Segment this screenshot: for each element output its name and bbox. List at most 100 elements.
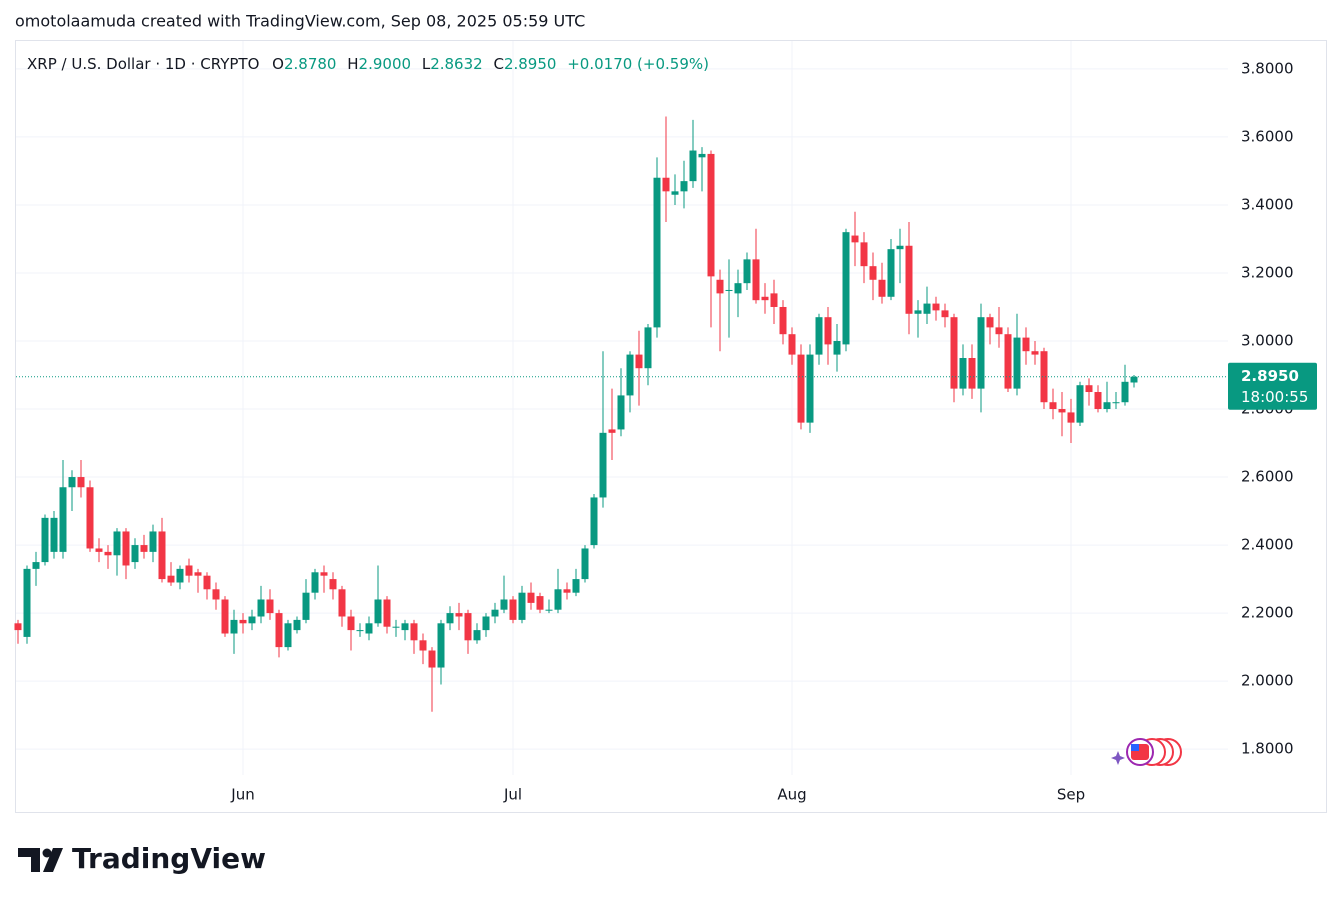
candle-body xyxy=(1058,409,1066,413)
candle-body xyxy=(203,575,211,590)
candle-body xyxy=(707,153,715,277)
candle-body xyxy=(986,317,994,328)
candle-body xyxy=(158,531,166,580)
candle-body xyxy=(347,616,355,631)
candle-body xyxy=(1004,334,1012,389)
candle-body xyxy=(401,623,409,631)
candle-body xyxy=(1121,381,1129,403)
y-tick-label: 3.8000 xyxy=(1241,59,1294,77)
candle-body xyxy=(824,317,832,345)
candle-body xyxy=(491,609,499,617)
candle-body xyxy=(302,592,310,620)
candle-body xyxy=(653,177,661,328)
logo: TradingView xyxy=(18,842,266,875)
candle-body xyxy=(689,150,697,182)
candle-body xyxy=(680,181,688,192)
legend-key: L xyxy=(422,55,431,73)
legend-value: 2.8950 xyxy=(504,55,557,73)
candle-body xyxy=(437,623,445,668)
last-price-box xyxy=(1228,362,1317,410)
candle-body xyxy=(752,259,760,301)
candle-body xyxy=(338,589,346,617)
candle-body xyxy=(356,630,364,632)
logo-mark xyxy=(42,848,52,858)
candle-body xyxy=(1112,402,1120,404)
candle-body xyxy=(851,235,859,243)
candle-body xyxy=(887,249,895,297)
countdown-label: 18:00:55 xyxy=(1241,388,1308,406)
candle-body xyxy=(743,259,751,284)
candle-body xyxy=(725,289,733,291)
candle-body xyxy=(1085,385,1093,393)
candle-body xyxy=(95,548,103,552)
candle-body xyxy=(563,589,571,593)
last-price-label: 2.8950 xyxy=(1241,367,1299,385)
candle-body xyxy=(284,623,292,648)
candle-body xyxy=(77,477,85,488)
y-tick-label: 3.2000 xyxy=(1241,263,1294,281)
candle-body xyxy=(311,572,319,593)
candle-body xyxy=(419,640,427,651)
candle-body xyxy=(1076,385,1084,423)
candle-body xyxy=(842,232,850,345)
candle-body xyxy=(1013,337,1021,389)
flag-canton xyxy=(1131,744,1139,751)
candle-body xyxy=(266,599,274,614)
candle-body xyxy=(968,358,976,389)
candle-body xyxy=(860,242,868,267)
candle-body xyxy=(23,568,31,637)
candle-body xyxy=(509,599,517,620)
candle-body xyxy=(545,609,553,611)
candle-body xyxy=(374,599,382,624)
candle-body xyxy=(617,395,625,430)
candle-body xyxy=(788,334,796,355)
candle-body xyxy=(662,177,670,192)
candle-body xyxy=(761,296,769,301)
candle-body xyxy=(1049,402,1057,410)
legend-value: 2.8632 xyxy=(430,55,483,73)
legend-value: 2.9000 xyxy=(359,55,412,73)
candle-body xyxy=(770,293,778,307)
y-tick-label: 2.4000 xyxy=(1241,536,1294,554)
candle-body xyxy=(257,599,265,617)
candle-body xyxy=(644,327,652,369)
candle-body xyxy=(113,531,121,556)
symbol: XRP / U.S. Dollar · 1D · CRYPTO xyxy=(27,55,259,73)
legend-value: 2.8780 xyxy=(284,55,337,73)
events-icon[interactable] xyxy=(1111,738,1182,766)
candle-body xyxy=(806,354,814,423)
sparkle xyxy=(1111,751,1125,765)
grid xyxy=(16,41,1228,775)
candle-body xyxy=(527,592,535,603)
candle-body xyxy=(932,303,940,311)
y-tick-label: 3.6000 xyxy=(1241,127,1294,145)
brand: TradingView xyxy=(72,842,266,875)
candle-body xyxy=(572,579,580,593)
candle-body xyxy=(167,575,175,583)
y-tick-label: 1.8000 xyxy=(1241,740,1294,758)
candle-body xyxy=(392,626,400,628)
candle-body xyxy=(1094,392,1102,410)
candle-body xyxy=(122,531,130,566)
candle-body xyxy=(185,565,193,576)
candle-body xyxy=(221,599,229,634)
x-tick-label: Jun xyxy=(230,786,254,804)
candle-body xyxy=(293,619,301,631)
candle-body xyxy=(905,245,913,314)
candle-body xyxy=(734,283,742,294)
logo-mark xyxy=(43,848,63,872)
candle-body xyxy=(1022,337,1030,352)
candle-body xyxy=(446,613,454,624)
candle-body xyxy=(1067,412,1075,423)
candle-body xyxy=(176,568,184,583)
candle-body xyxy=(230,619,238,634)
candle-body xyxy=(950,317,958,389)
candle-body xyxy=(473,630,481,641)
candle-body xyxy=(716,279,724,294)
candle-body xyxy=(410,623,418,641)
x-tick-label: Aug xyxy=(777,786,806,804)
y-tick-label: 3.4000 xyxy=(1241,195,1294,213)
candle-body xyxy=(86,487,94,549)
candle-body xyxy=(554,589,562,610)
candle-body xyxy=(797,354,805,423)
